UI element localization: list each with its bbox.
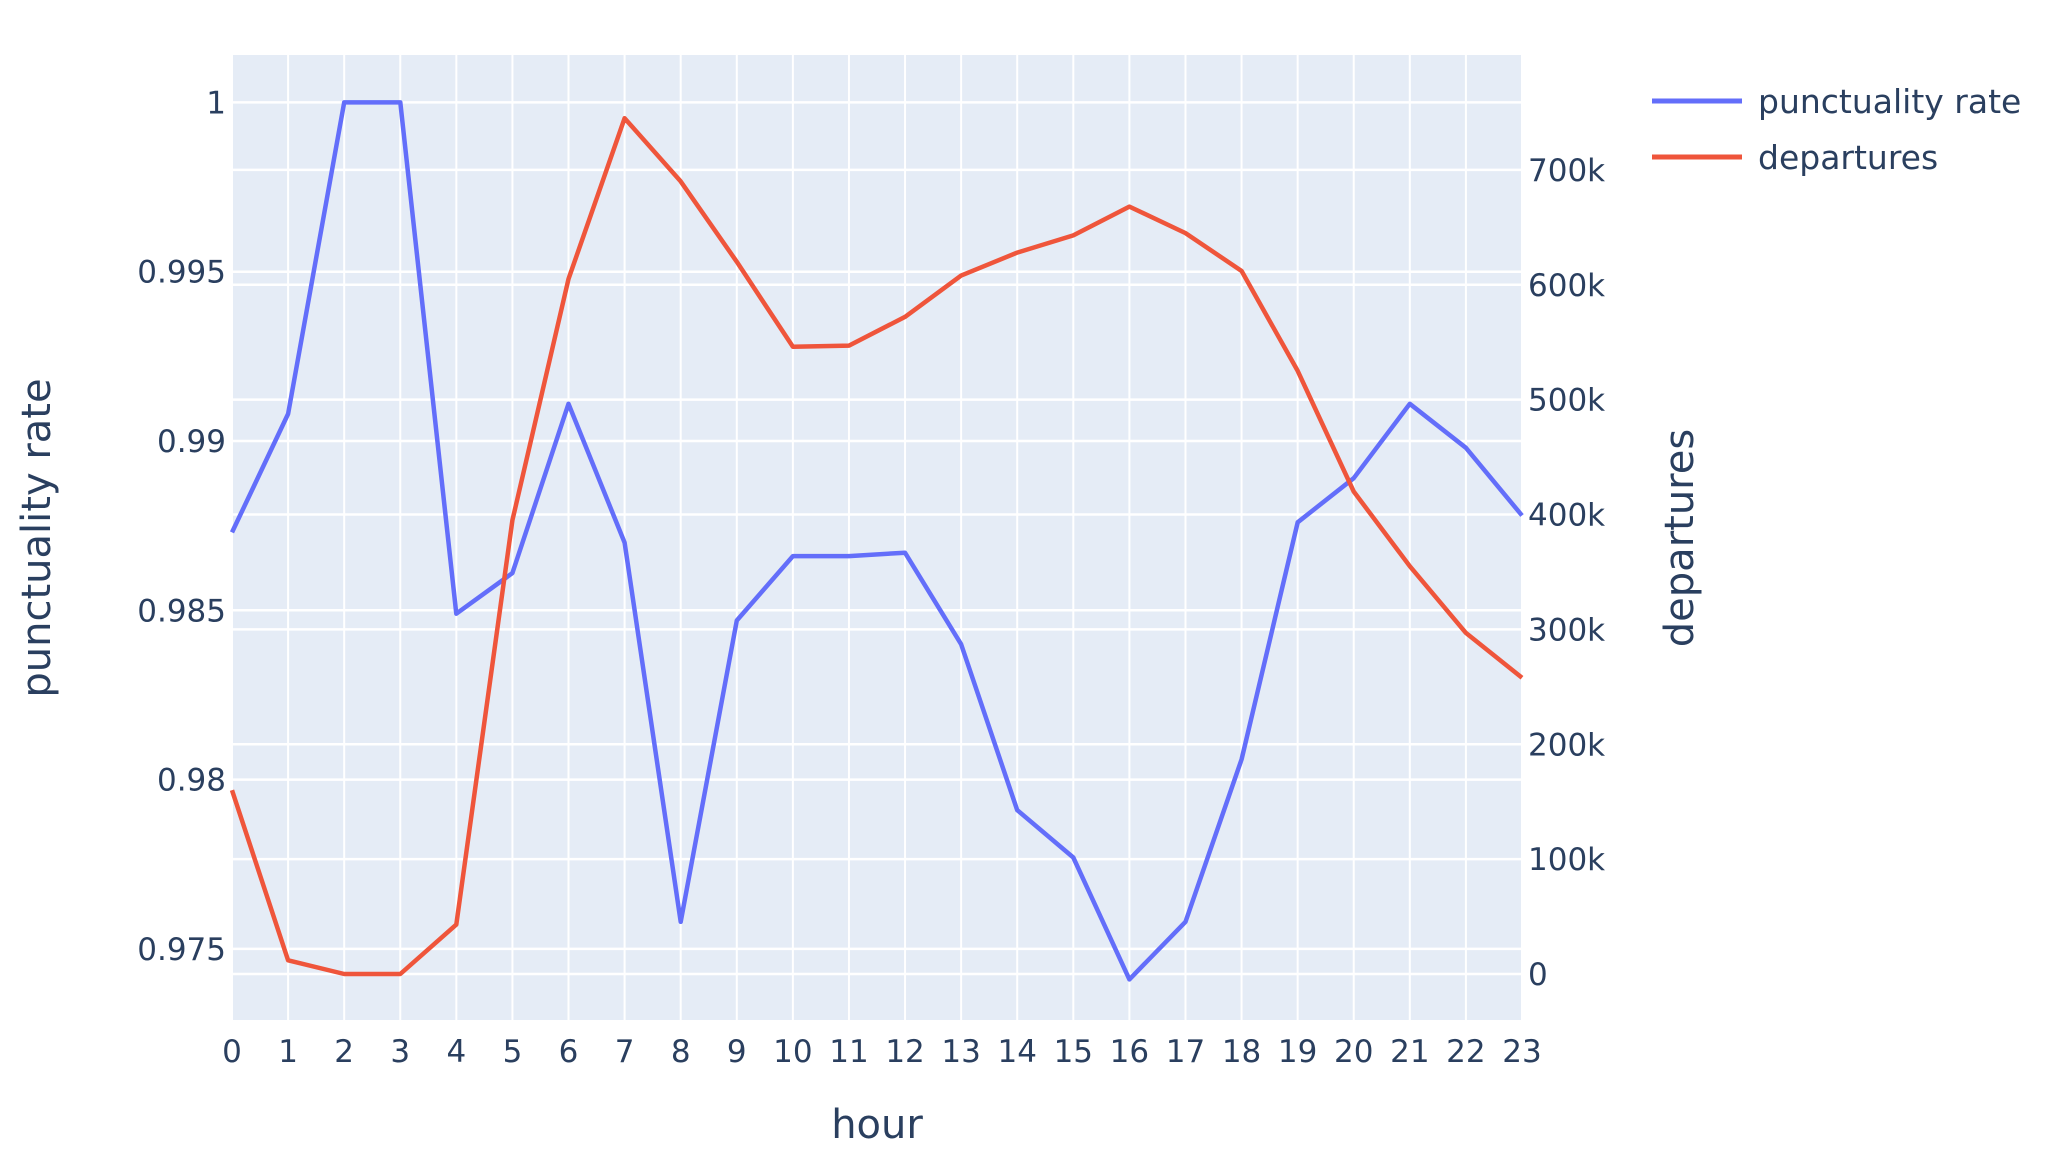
y-left-axis-title: punctuality rate bbox=[14, 378, 60, 697]
x-tick-label: 7 bbox=[615, 1034, 635, 1070]
x-tick-label: 5 bbox=[503, 1034, 523, 1070]
x-tick-label: 16 bbox=[1110, 1034, 1149, 1070]
y-right-axis-title: departures bbox=[1657, 429, 1703, 647]
y-left-axis-ticks: 0.975 0.98 0.985 0.99 0.995 1 bbox=[137, 85, 226, 967]
y-right-tick-label: 500k bbox=[1528, 383, 1605, 419]
legend-item-departures[interactable]: departures bbox=[1652, 138, 1938, 177]
x-tick-label: 10 bbox=[773, 1034, 812, 1070]
x-tick-label: 14 bbox=[997, 1034, 1036, 1070]
x-tick-label: 15 bbox=[1054, 1034, 1093, 1070]
y-left-tick-label: 1 bbox=[206, 85, 226, 121]
x-tick-label: 17 bbox=[1166, 1034, 1205, 1070]
legend: punctuality rate departures bbox=[1652, 82, 2021, 177]
plot-background bbox=[232, 55, 1522, 1020]
y-left-tick-label: 0.995 bbox=[137, 255, 226, 291]
grid-lines bbox=[231, 55, 1523, 1020]
y-right-tick-label: 700k bbox=[1528, 153, 1605, 189]
legend-item-punctuality-rate[interactable]: punctuality rate bbox=[1652, 82, 2021, 121]
x-tick-label: 0 bbox=[222, 1034, 242, 1070]
x-tick-label: 9 bbox=[727, 1034, 747, 1070]
x-tick-label: 3 bbox=[390, 1034, 410, 1070]
legend-label-punctuality-rate: punctuality rate bbox=[1758, 82, 2021, 121]
x-tick-label: 20 bbox=[1334, 1034, 1373, 1070]
series-line-punctuality-rate[interactable] bbox=[229, 100, 1524, 982]
y-right-tick-label: 400k bbox=[1528, 498, 1605, 534]
y-left-tick-label: 0.985 bbox=[137, 593, 226, 629]
y-right-tick-label: 300k bbox=[1528, 612, 1605, 648]
x-tick-label: 19 bbox=[1278, 1034, 1317, 1070]
y-right-tick-label: 0 bbox=[1528, 957, 1548, 993]
x-tick-label: 13 bbox=[941, 1034, 980, 1070]
x-tick-label: 22 bbox=[1446, 1034, 1485, 1070]
x-tick-label: 11 bbox=[829, 1034, 868, 1070]
x-tick-label: 8 bbox=[671, 1034, 691, 1070]
x-axis-ticks: 0 1 2 3 4 5 6 7 8 9 10 11 12 13 14 15 16 17 18 19 20 21 22 23 bbox=[222, 1034, 1542, 1070]
x-tick-label: 4 bbox=[446, 1034, 466, 1070]
series-line-departures[interactable] bbox=[229, 115, 1524, 977]
series-lines bbox=[229, 100, 1524, 982]
y-right-tick-label: 200k bbox=[1528, 727, 1605, 763]
x-tick-label: 6 bbox=[559, 1034, 579, 1070]
legend-label-departures: departures bbox=[1758, 138, 1938, 177]
x-tick-label: 2 bbox=[334, 1034, 354, 1070]
y-right-tick-label: 100k bbox=[1528, 842, 1605, 878]
y-left-tick-label: 0.98 bbox=[157, 763, 226, 799]
x-tick-label: 21 bbox=[1390, 1034, 1429, 1070]
y-right-axis-ticks: 0 100k 200k 300k 400k 500k 600k 700k bbox=[1528, 153, 1605, 993]
x-tick-label: 12 bbox=[885, 1034, 924, 1070]
x-tick-label: 1 bbox=[278, 1034, 298, 1070]
y-left-tick-label: 0.99 bbox=[157, 424, 226, 460]
y-left-tick-label: 0.975 bbox=[137, 932, 226, 968]
x-tick-label: 23 bbox=[1502, 1034, 1541, 1070]
x-tick-label: 18 bbox=[1222, 1034, 1261, 1070]
x-axis-title: hour bbox=[831, 1102, 923, 1148]
y-right-tick-label: 600k bbox=[1528, 268, 1605, 304]
